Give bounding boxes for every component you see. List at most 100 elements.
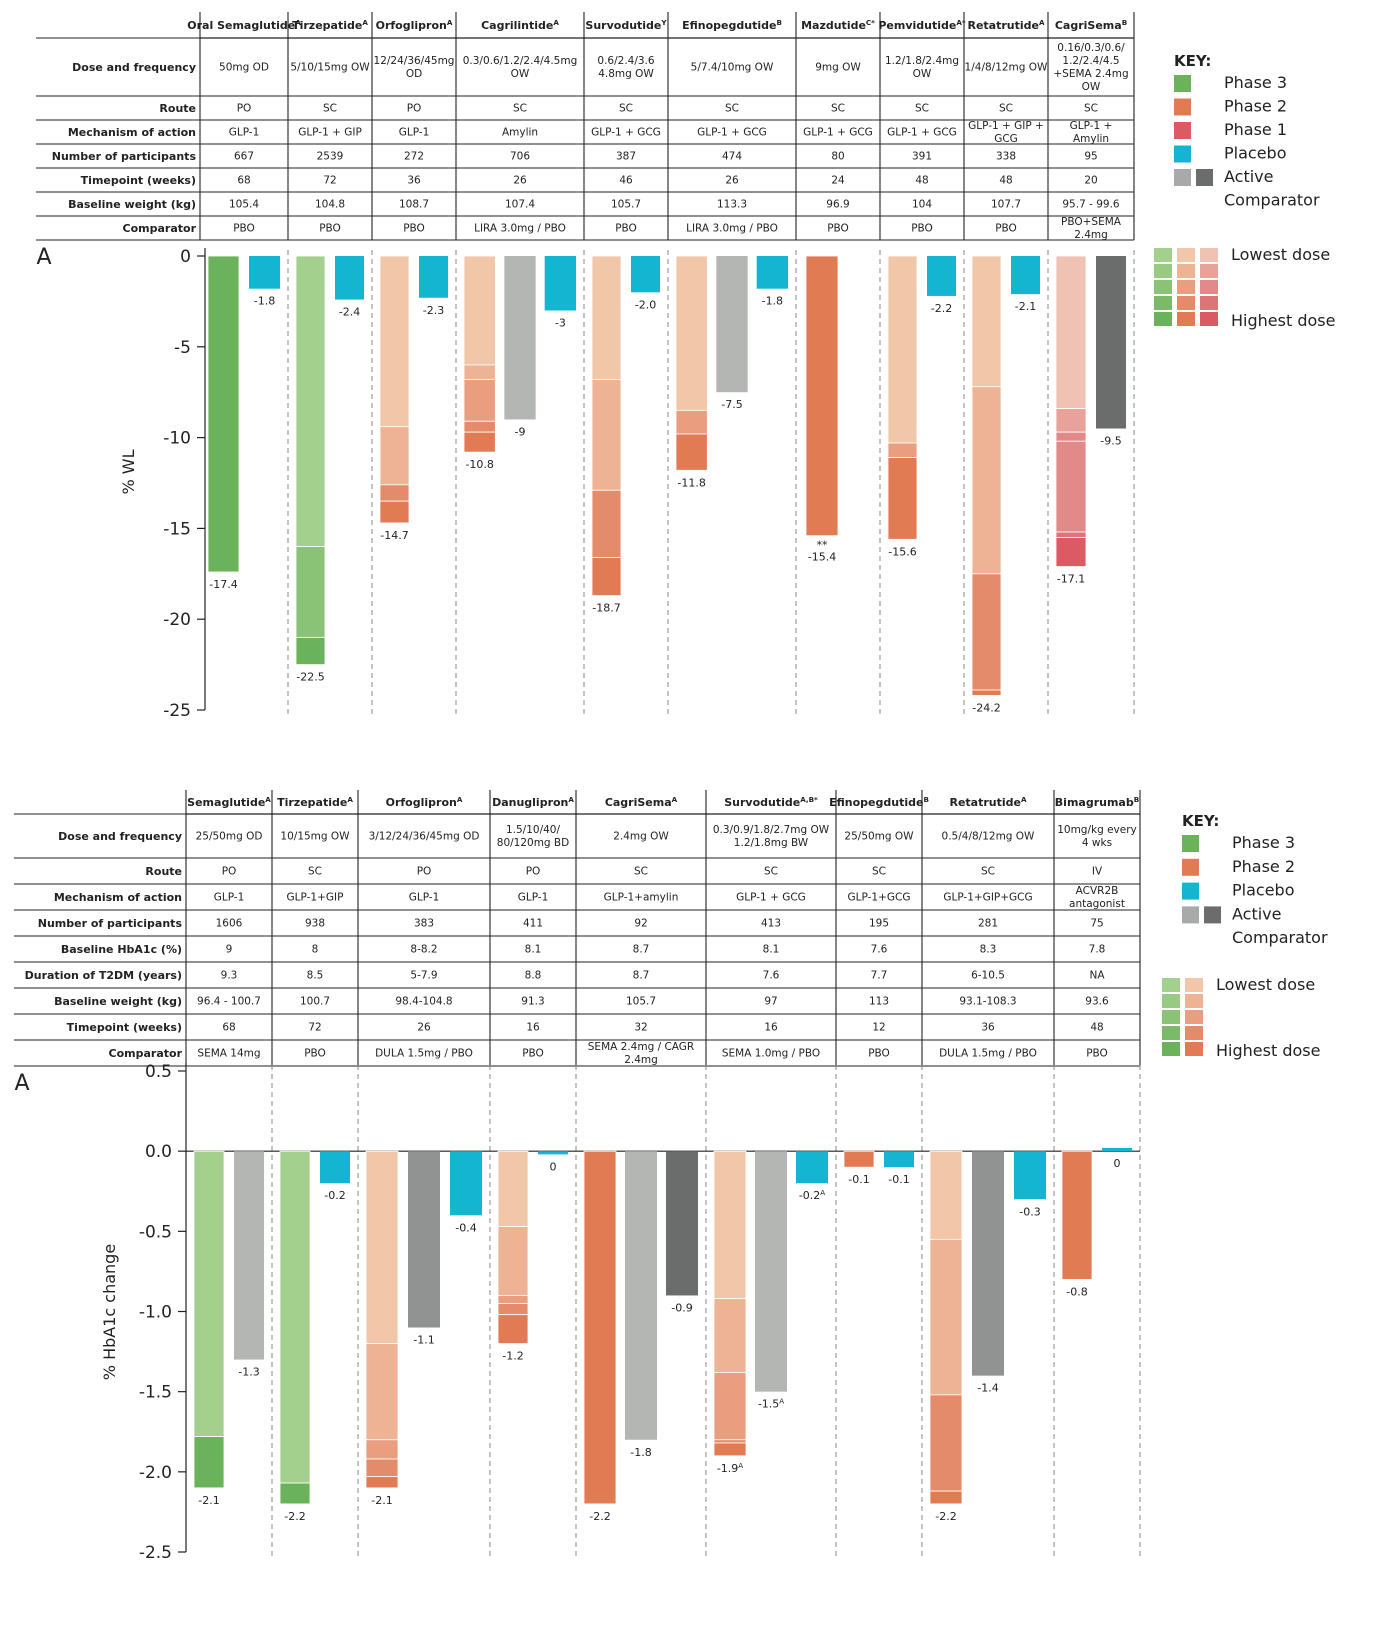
table-cell: 36 — [981, 1022, 995, 1034]
dose-swatch — [1200, 280, 1218, 294]
bar-value-label-main: -1.4 — [977, 1382, 998, 1395]
bar-placebo — [335, 256, 364, 300]
dose-segment — [929, 1238, 963, 1396]
bar-active — [1061, 1150, 1093, 1280]
table-cell-line: GLP-1+GCG — [848, 892, 911, 904]
bar-active — [887, 255, 918, 540]
bar-active — [295, 255, 326, 665]
table-cell-line: PO — [237, 103, 252, 115]
table-cell-line: PBO — [319, 223, 341, 235]
dose-swatch — [1177, 312, 1195, 326]
key-swatch-group — [1174, 169, 1213, 186]
bar-value-label: -2.2 — [935, 1510, 956, 1523]
table-cell-line: 195 — [869, 918, 889, 930]
table-cell-line: 95 — [1084, 151, 1097, 163]
dose-segment — [713, 1372, 747, 1441]
bar-active — [279, 1150, 311, 1505]
table-cell-line: 8.8 — [525, 970, 542, 982]
comparator-bar — [234, 1151, 264, 1360]
dose-swatch — [1185, 1010, 1203, 1024]
bar-value-label-main: -3 — [555, 316, 566, 329]
table-cell-line: 80/120mg BD — [497, 837, 569, 849]
table-cell-line: DULA 1.5mg / PBO — [939, 1048, 1037, 1060]
bar-value-label: -2.3 — [423, 304, 444, 317]
table-cell-line: 72 — [323, 175, 336, 187]
dose-segment — [193, 1436, 225, 1489]
table-cell-line: 0.3/0.9/1.8/2.7mg OW — [713, 824, 830, 836]
dose-segment — [207, 255, 240, 573]
table-drug-header-sup: A — [1039, 18, 1045, 27]
dose-segment — [929, 1394, 963, 1492]
dose-segment — [463, 420, 496, 433]
y-tick-label: -2.5 — [139, 1543, 172, 1563]
dose-segment — [279, 1482, 311, 1505]
table-cell-line: PBO — [615, 223, 637, 235]
table-cell-line: SC — [981, 866, 995, 878]
table-cell: PBO — [911, 223, 933, 235]
table-cell: 72 — [323, 175, 336, 187]
table-cell: 5-7.9 — [410, 970, 437, 982]
table-cell-line: 4 wks — [1082, 837, 1112, 849]
dose-swatch — [1200, 296, 1218, 310]
table-cell-line: PO — [526, 866, 541, 878]
bar-value-label: -0.4 — [455, 1221, 476, 1234]
table-drug-header: SemaglutideA — [187, 795, 271, 809]
dose-segment — [379, 484, 410, 502]
table-cell-line: SC — [872, 866, 886, 878]
dose-swatch — [1185, 1026, 1203, 1040]
table-drug-header: PemvidutideA* — [878, 18, 966, 32]
bar-value-label-main: -2.1 — [1015, 300, 1036, 313]
table-cell-line: GLP-1+GIP — [287, 892, 344, 904]
comparator-bar — [1096, 256, 1126, 429]
table-cell-line: 36 — [981, 1022, 995, 1034]
bar-value-label-main: -11.8 — [677, 476, 705, 489]
bar-value-label: -2.1 — [198, 1494, 219, 1507]
comparator-bar — [666, 1151, 698, 1296]
table-cell-line: 9mg OW — [815, 62, 861, 74]
bar-value-label: -0.2 — [324, 1189, 345, 1202]
table-cell-line: GLP-1 — [214, 892, 245, 904]
bar-placebo — [1102, 1147, 1132, 1152]
table-cell: 0.6/2.4/3.6 4.8mg OW — [597, 55, 654, 80]
placebo-bar — [320, 1151, 350, 1184]
dose-swatch — [1177, 264, 1195, 278]
table-cell: 20 — [1084, 175, 1097, 187]
bar-value-label: -11.8 — [677, 476, 705, 489]
table-cell: 0.16/0.3/0.6/1.2/2.4/4.5 +SEMA 2.4mg OW — [1053, 42, 1128, 93]
table-row-header: Comparator — [109, 1047, 183, 1060]
table-cell: 96.9 — [826, 199, 849, 211]
bar-value-label-main: -0.2 — [799, 1189, 820, 1202]
bar-active — [591, 255, 622, 596]
y-tick-label: -1.0 — [139, 1303, 172, 1323]
dose-segment — [379, 426, 410, 486]
table-cell-line: SC — [915, 103, 929, 115]
table-cell-line: GLP-1 — [229, 127, 260, 139]
table-drug-header-main: Survodutide — [724, 796, 800, 809]
table-drug-header-sup: A* — [956, 18, 966, 27]
table-cell: PBO — [403, 223, 425, 235]
comparator-bar — [972, 1151, 1004, 1376]
table-cell-line: SC — [1084, 103, 1098, 115]
table-cell-line: 5/10/15mg OW — [290, 62, 370, 74]
key-swatch-group — [1182, 882, 1199, 900]
table-cell: 8.5 — [307, 970, 324, 982]
dose-segment — [713, 1442, 747, 1457]
table-cell: NA — [1089, 970, 1105, 982]
table-cell-line: GLP-1 — [518, 892, 549, 904]
table-cell: 1606 — [216, 918, 243, 930]
table-cell-line: 92 — [634, 918, 647, 930]
table-cell: 667 — [234, 151, 254, 163]
table-cell-line: ACVR2B — [1076, 885, 1119, 897]
table-cell: PO — [237, 103, 252, 115]
bar-value-label: -17.4 — [209, 578, 237, 591]
table-cell: 387 — [616, 151, 636, 163]
dose-segment — [713, 1439, 747, 1444]
dose-swatch — [1162, 1026, 1180, 1040]
key-swatch — [1174, 98, 1191, 116]
y-tick-label: -5 — [174, 338, 191, 358]
table-cell-line: 93.6 — [1085, 996, 1109, 1008]
table-cell-line: 0.6/2.4/3.6 — [597, 55, 654, 67]
table-cell: 10/15mg OW — [280, 831, 350, 843]
table-drug-header: CagrilintideA — [481, 18, 559, 32]
